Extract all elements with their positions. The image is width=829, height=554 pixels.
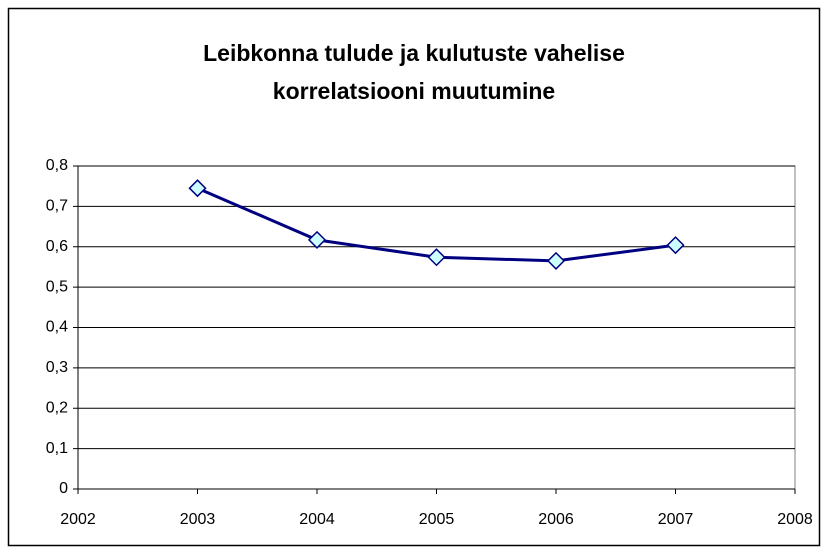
y-tick-label: 0,8 xyxy=(46,157,68,174)
x-tick-label: 2002 xyxy=(60,511,96,528)
y-tick-label: 0,6 xyxy=(46,238,68,255)
y-tick-label: 0,5 xyxy=(46,278,68,295)
y-tick-label: 0,2 xyxy=(46,399,68,416)
y-tick-label: 0,4 xyxy=(46,319,68,336)
marker xyxy=(427,248,446,267)
chart-title: korrelatsiooni muutumine xyxy=(273,78,555,104)
x-tick-label: 2007 xyxy=(658,511,694,528)
x-tick-label: 2008 xyxy=(777,511,813,528)
marker xyxy=(666,236,685,255)
marker xyxy=(546,251,566,270)
y-tick-label: 0,1 xyxy=(46,440,68,457)
y-tick-label: 0,3 xyxy=(46,359,68,376)
y-tick-label: 0 xyxy=(59,480,68,497)
y-tick-label: 0,7 xyxy=(46,198,68,215)
x-tick-label: 2006 xyxy=(538,511,574,528)
x-tick-label: 2004 xyxy=(299,511,335,528)
x-tick-label: 2005 xyxy=(419,511,455,528)
marker xyxy=(307,230,327,249)
chart-title: Leibkonna tulude ja kulutuste vahelise xyxy=(203,40,625,66)
marker xyxy=(188,179,207,198)
x-tick-label: 2003 xyxy=(180,511,216,528)
